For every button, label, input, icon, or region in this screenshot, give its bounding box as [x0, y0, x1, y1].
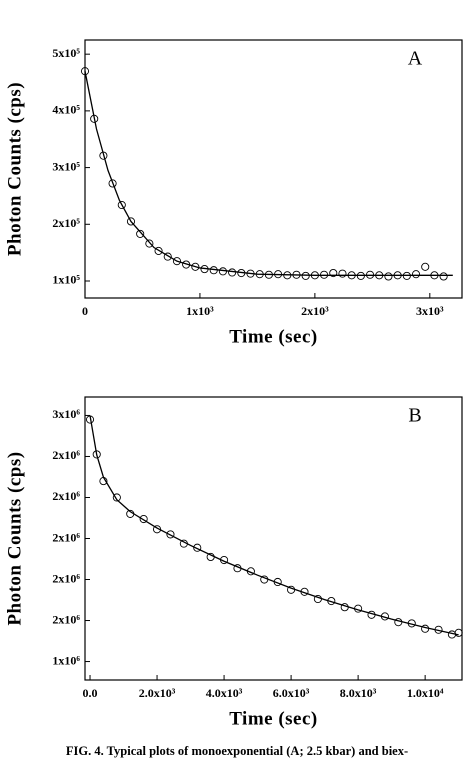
x-tick-label: 1.0x10⁴ [407, 686, 444, 700]
y-axis-title: Photon Counts (cps) [4, 82, 25, 256]
data-point [166, 530, 175, 539]
x-tick-label: 0 [82, 304, 88, 318]
data-point [421, 262, 430, 271]
data-point [139, 514, 148, 524]
plot-frame [84, 396, 463, 681]
data-point [191, 262, 200, 271]
x-tick-label: 2.0x10³ [139, 686, 176, 700]
data-point [338, 269, 347, 278]
x-tick-label: 4.0x10³ [206, 686, 243, 700]
y-tick-label: 2x10⁶ [52, 489, 80, 503]
data-point [454, 628, 463, 637]
data-point [172, 257, 182, 266]
fit-line [89, 415, 459, 636]
data-point [136, 229, 145, 238]
x-tick-label: 0.0 [83, 686, 98, 700]
panel-label: B [408, 405, 421, 427]
data-point [439, 272, 448, 281]
y-tick-label: 1x10⁵ [52, 273, 80, 287]
data-point [329, 269, 338, 278]
y-axis-title: Photon Counts (cps) [4, 451, 25, 625]
data-point [117, 200, 126, 210]
y-tick-label: 3x10⁵ [52, 159, 80, 173]
y-tick-label: 2x10⁶ [52, 571, 80, 585]
data-point [163, 252, 172, 261]
data-point [384, 272, 393, 281]
y-tick-label: 5x10⁵ [52, 46, 80, 60]
x-tick-label: 6.0x10³ [273, 686, 310, 700]
x-tick-label: 3x10³ [416, 304, 444, 318]
plot-frame [84, 39, 463, 299]
data-point [112, 493, 121, 502]
x-axis-title: Time (sec) [229, 708, 318, 729]
y-tick-label: 2x10⁶ [52, 530, 80, 544]
data-point [80, 67, 90, 76]
x-tick-label: 8.0x10³ [340, 686, 377, 700]
y-tick-label: 2x10⁶ [52, 612, 80, 626]
x-axis-title: Time (sec) [229, 326, 318, 347]
y-tick-label: 3x10⁶ [52, 407, 80, 421]
fit-line [84, 71, 453, 276]
y-tick-label: 1x10⁶ [52, 653, 80, 667]
data-point [92, 450, 101, 459]
panel-label: A [408, 48, 423, 70]
y-tick-label: 2x10⁶ [52, 448, 80, 462]
data-point [193, 543, 202, 552]
data-point [145, 239, 154, 248]
x-tick-label: 1x10³ [186, 304, 214, 318]
y-tick-label: 2x10⁵ [52, 216, 80, 230]
x-tick-label: 2x10³ [301, 304, 329, 318]
data-point [228, 268, 237, 277]
y-tick-label: 4x10⁵ [52, 103, 80, 117]
data-point [301, 271, 310, 280]
data-point [108, 179, 117, 188]
data-point [154, 246, 163, 255]
data-point [411, 270, 421, 279]
caption: FIG. 4. Typical plots of monoexponential… [66, 744, 408, 758]
data-point [126, 217, 136, 226]
